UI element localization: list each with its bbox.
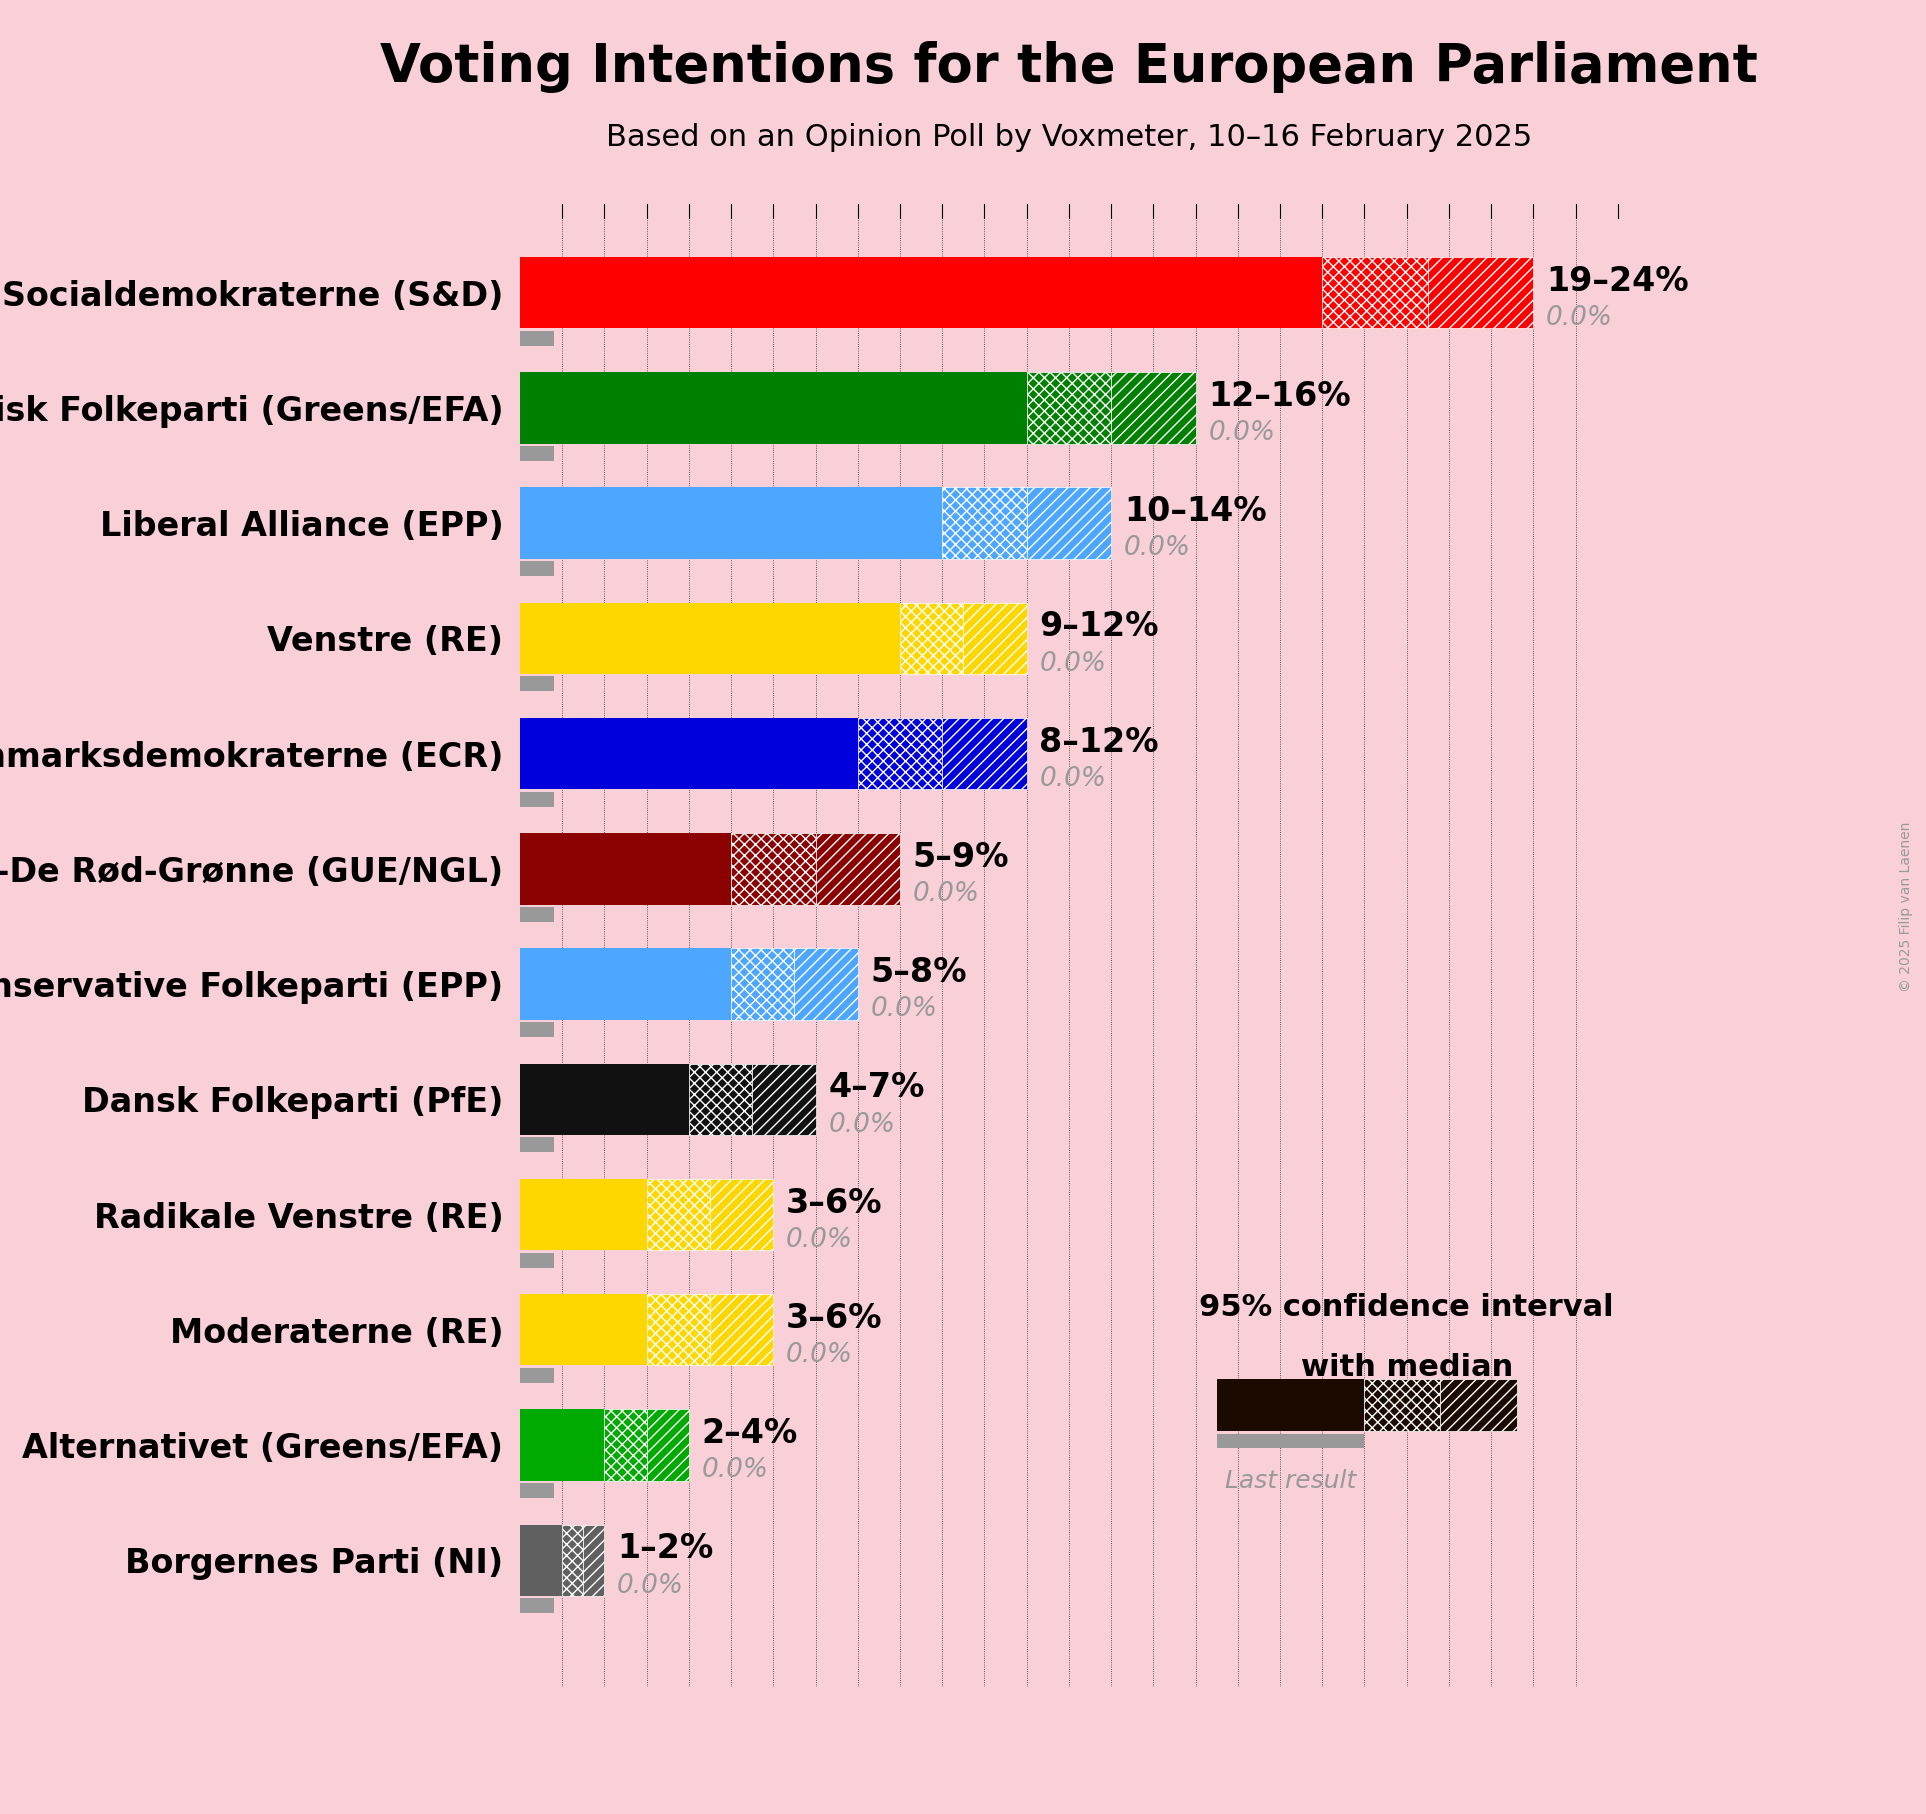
Bar (520, 1179, 647, 1250)
Text: 0.0%: 0.0% (871, 996, 938, 1023)
Bar (520, 488, 942, 559)
Text: 5–8%: 5–8% (871, 956, 967, 989)
Bar (942, 718, 1027, 789)
Bar (1323, 258, 1427, 328)
Text: 0.0%: 0.0% (1208, 421, 1275, 446)
Text: 2–4%: 2–4% (701, 1417, 797, 1449)
Bar (1364, 1379, 1441, 1431)
Bar (520, 1293, 647, 1366)
Bar (520, 1137, 555, 1152)
Bar (647, 1293, 711, 1366)
Bar (690, 1063, 753, 1136)
Bar (647, 1179, 711, 1250)
Bar (520, 330, 555, 346)
Bar (562, 1524, 584, 1596)
Text: 0.0%: 0.0% (701, 1457, 768, 1484)
Bar (520, 1063, 690, 1136)
Bar (732, 949, 795, 1019)
Text: © 2025 Filip van Laenen: © 2025 Filip van Laenen (1899, 822, 1913, 992)
Bar (520, 791, 555, 807)
Bar (942, 488, 1027, 559)
Bar (732, 833, 815, 905)
Bar (520, 561, 555, 577)
Bar (520, 1484, 555, 1498)
Bar (1111, 372, 1196, 444)
Bar (520, 446, 555, 461)
Bar (520, 1368, 555, 1382)
Bar (1441, 1379, 1516, 1431)
Bar (520, 677, 555, 691)
Bar (520, 1021, 555, 1038)
Bar (857, 718, 942, 789)
Text: 5–9%: 5–9% (913, 840, 1009, 874)
Bar (963, 602, 1027, 675)
Bar (1217, 1379, 1364, 1431)
Bar (520, 602, 899, 675)
Bar (1217, 1435, 1364, 1448)
Bar (753, 1063, 815, 1136)
Text: 0.0%: 0.0% (1040, 651, 1106, 677)
Text: Based on an Opinion Poll by Voxmeter, 10–16 February 2025: Based on an Opinion Poll by Voxmeter, 10… (607, 123, 1531, 152)
Text: 0.0%: 0.0% (616, 1573, 684, 1598)
Bar (520, 949, 732, 1019)
Text: 12–16%: 12–16% (1208, 379, 1350, 414)
Text: 0.0%: 0.0% (1040, 766, 1106, 793)
Bar (815, 833, 899, 905)
Bar (520, 718, 857, 789)
Bar (584, 1524, 605, 1596)
Bar (899, 602, 963, 675)
Bar (520, 1252, 555, 1268)
Bar (647, 1409, 690, 1480)
Text: 0.0%: 0.0% (786, 1226, 853, 1253)
Text: 95% confidence interval: 95% confidence interval (1200, 1293, 1614, 1322)
Bar (1427, 258, 1533, 328)
Text: 4–7%: 4–7% (828, 1072, 924, 1105)
Text: 0.0%: 0.0% (913, 882, 980, 907)
Bar (520, 372, 1027, 444)
Bar (795, 949, 857, 1019)
Text: Last result: Last result (1225, 1469, 1356, 1493)
Text: 10–14%: 10–14% (1125, 495, 1267, 528)
Bar (711, 1293, 774, 1366)
Text: 0.0%: 0.0% (1125, 535, 1190, 561)
Bar (1027, 488, 1111, 559)
Text: 0.0%: 0.0% (1547, 305, 1612, 330)
Bar (711, 1179, 774, 1250)
Bar (520, 833, 732, 905)
Text: Voting Intentions for the European Parliament: Voting Intentions for the European Parli… (379, 40, 1758, 93)
Text: 8–12%: 8–12% (1040, 726, 1159, 758)
Text: 19–24%: 19–24% (1547, 265, 1689, 297)
Text: 0.0%: 0.0% (828, 1112, 896, 1137)
Text: 9–12%: 9–12% (1040, 610, 1159, 644)
Bar (1027, 372, 1111, 444)
Text: with median: with median (1300, 1353, 1512, 1382)
Text: 0.0%: 0.0% (786, 1342, 853, 1368)
Bar (520, 907, 555, 922)
Bar (520, 1409, 605, 1480)
Text: 3–6%: 3–6% (786, 1302, 882, 1335)
Bar (520, 1598, 555, 1613)
Bar (520, 1524, 562, 1596)
Bar (605, 1409, 647, 1480)
Text: 3–6%: 3–6% (786, 1186, 882, 1219)
Bar (520, 258, 1323, 328)
Text: 1–2%: 1–2% (616, 1533, 713, 1565)
